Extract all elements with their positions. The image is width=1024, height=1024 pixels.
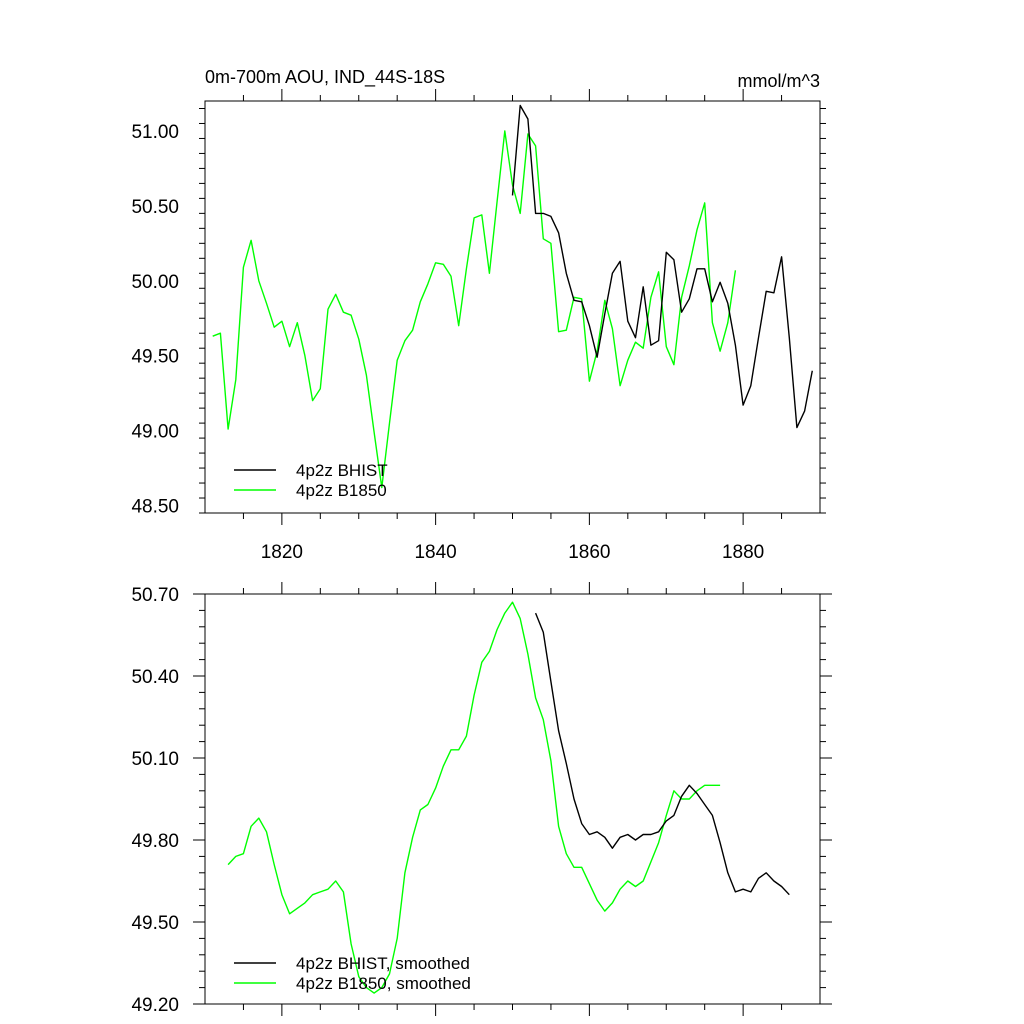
- y-tick-label: 49.80: [131, 831, 179, 852]
- y-tick-label: 51.00: [131, 122, 179, 143]
- x-tick-label: 1880: [722, 542, 764, 563]
- panel-bottom-frame: [204, 593, 821, 1005]
- y-tick-label: 49.50: [131, 347, 179, 368]
- y-tick-label: 50.70: [131, 585, 179, 606]
- y-tick-label: 50.00: [131, 272, 179, 293]
- x-tick-label: 1840: [414, 542, 456, 563]
- bottom-panel: 49.20 49.50 49.80 50.10 50.40 50.70 4p2z BHIST…: [131, 582, 832, 1016]
- y-tick-label: 49.00: [131, 422, 179, 443]
- series-line-4p2z-bhist: [511, 104, 813, 429]
- legend-label: 4p2z BHIST, smoothed: [296, 954, 470, 973]
- legend-label: 4p2z B1850: [296, 481, 387, 500]
- y-tick-label: 49.50: [131, 913, 179, 934]
- series-line-4p2z-bhist-smoothed: [534, 612, 790, 896]
- top-panel: 1820 1840 1860 1880 48.50 49.00 49.50 50.00 50.5…: [131, 89, 826, 563]
- top-panel-title: 0m-700m AOU, IND_44S-18S: [205, 67, 445, 88]
- y-tick-label: 49.20: [131, 995, 179, 1016]
- series-line-4p2z-b1850: [212, 130, 737, 489]
- legend-label: 4p2z BHIST: [296, 461, 388, 480]
- y-tick-label: 50.40: [131, 667, 179, 688]
- top-panel-units: mmol/m^3: [738, 71, 820, 91]
- series-line-4p2z-b1850-smoothed: [227, 601, 721, 994]
- x-tick-label: 1860: [568, 542, 610, 563]
- panel-top-frame: [204, 100, 821, 514]
- y-tick-label: 50.10: [131, 749, 179, 770]
- y-tick-label: 48.50: [131, 497, 179, 518]
- legend-label: 4p2z B1850, smoothed: [296, 974, 471, 993]
- x-tick-label: 1820: [261, 542, 303, 563]
- y-tick-label: 50.50: [131, 197, 179, 218]
